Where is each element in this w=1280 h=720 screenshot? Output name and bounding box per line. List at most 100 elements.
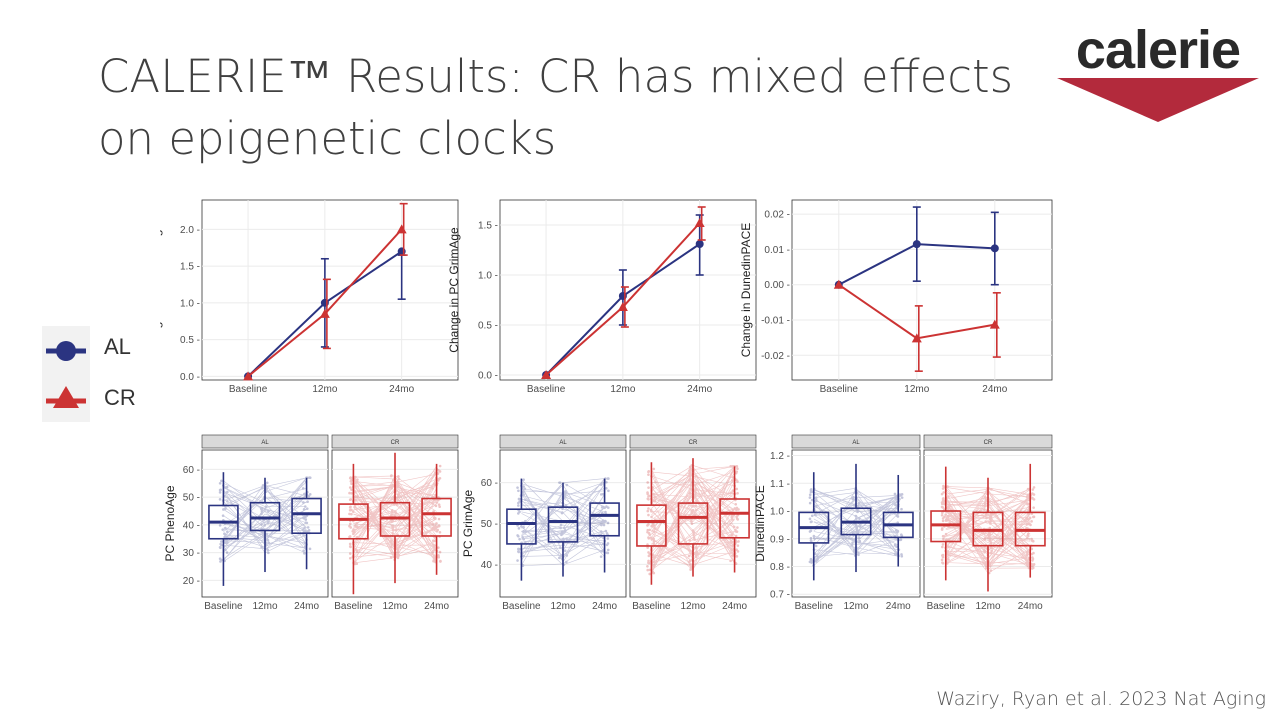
facet-label-dunedinpace-box-AL: AL (852, 440, 860, 446)
trajectory-point (605, 543, 609, 547)
trajectory-point (895, 504, 899, 507)
trajectory-point (225, 551, 229, 554)
trajectory-point (522, 478, 525, 481)
trajectory-point (653, 527, 657, 530)
trajectory-point (647, 486, 650, 489)
trajectory-point (689, 567, 693, 571)
trajectory-point (648, 568, 651, 572)
trajectory-point (690, 520, 693, 523)
legend-key (42, 326, 90, 422)
data-point-phenoage-change-CR-2 (396, 224, 407, 234)
trajectory-point (516, 486, 519, 489)
box-body-grimage-box-AL-2 (589, 502, 620, 537)
trajectory-point (432, 526, 436, 529)
trajectory-point (431, 526, 435, 530)
trajectory-point (559, 526, 562, 530)
trajectory-point (350, 512, 353, 516)
trajectory-point (947, 505, 950, 509)
trajectory-point (302, 516, 306, 520)
trajectory-point (689, 483, 693, 487)
trajectory-point (522, 554, 525, 558)
trajectory-point (565, 537, 568, 541)
trajectory-point (1031, 556, 1034, 559)
trajectory-point (434, 504, 438, 508)
trajectory-point (651, 553, 655, 557)
trajectory-point (433, 516, 437, 520)
trajectory-point (853, 550, 856, 553)
trajectory-point (850, 543, 854, 547)
trajectory-point (688, 472, 691, 476)
trajectory-point (601, 492, 605, 496)
trajectory-point (900, 533, 903, 537)
trajectory-point (691, 505, 694, 508)
trajectory-point (941, 519, 945, 523)
trajectory-point (856, 551, 860, 554)
trajectory-point (559, 523, 563, 527)
data-point-grimage-change-CR-1 (617, 302, 628, 311)
trajectory-point (354, 475, 357, 479)
trajectory-point (605, 486, 608, 490)
trajectory-point (219, 542, 222, 546)
trajectory-point (695, 550, 698, 553)
trajectory-point (689, 488, 693, 491)
trajectory-point (941, 534, 945, 538)
trajectory-point (946, 514, 950, 518)
trajectory-point (1026, 502, 1029, 506)
trajectory-point (396, 550, 400, 553)
trajectory-point (856, 510, 859, 514)
trajectory-point (431, 502, 434, 505)
trajectory-point (989, 522, 992, 525)
trajectory-point (348, 522, 352, 526)
trajectory-point (565, 483, 569, 487)
trajectory-point (736, 526, 739, 529)
trajectory-point (601, 519, 605, 522)
trajectory-point (1031, 539, 1035, 543)
trajectory-line (353, 486, 437, 563)
trajectory-point (560, 532, 564, 535)
trajectory-point (729, 465, 732, 468)
y-tick-label-phenoage-box-4: 60 - (183, 465, 200, 476)
trajectory-point (650, 515, 653, 519)
trajectory-point (306, 500, 309, 504)
trajectory-point (855, 526, 858, 529)
trajectory-point (265, 547, 269, 551)
trajectory-point (599, 530, 603, 533)
trajectory-point (736, 467, 739, 471)
trajectory-point (266, 521, 270, 525)
trajectory-point (432, 545, 436, 548)
trajectory-point (941, 506, 945, 509)
trajectory-point (983, 502, 987, 506)
trajectory-point (390, 486, 393, 490)
y-tick-label-dunedinpace-box-4: 1.1 - (770, 479, 790, 490)
box-body-phenoage-box-AL-2 (291, 497, 322, 535)
trajectory-point (349, 526, 353, 529)
trajectory-point (396, 493, 400, 496)
box-body-grimage-box-CR-2 (719, 498, 750, 539)
trajectory-point (688, 477, 692, 480)
trajectory-point (946, 552, 949, 556)
trajectory-point (735, 478, 738, 482)
y-axis-label-phenoage-change: Change in PC PhenoAge (160, 223, 163, 357)
trajectory-point (946, 550, 949, 554)
trajectory-line (353, 472, 437, 563)
trajectory-point (943, 535, 946, 538)
trajectory-point (433, 539, 436, 543)
trajectory-point (308, 493, 312, 496)
trajectory-point (260, 506, 264, 510)
trajectory-point (260, 545, 263, 549)
trajectory-point (605, 505, 608, 508)
trajectory-point (851, 496, 854, 500)
trajectory-point (260, 527, 263, 531)
trajectory-point (606, 542, 610, 545)
trajectory-point (692, 531, 695, 534)
trajectory-point (267, 551, 270, 555)
trajectory-point (221, 528, 225, 531)
trajectory-point (812, 536, 816, 540)
trajectory-point (350, 478, 353, 482)
trajectory-point (729, 559, 732, 563)
trajectory-point (693, 483, 697, 487)
trajectory-point (692, 533, 695, 536)
trajectory-point (599, 555, 603, 558)
trajectory-point (695, 550, 699, 554)
trajectory-point (732, 525, 736, 529)
